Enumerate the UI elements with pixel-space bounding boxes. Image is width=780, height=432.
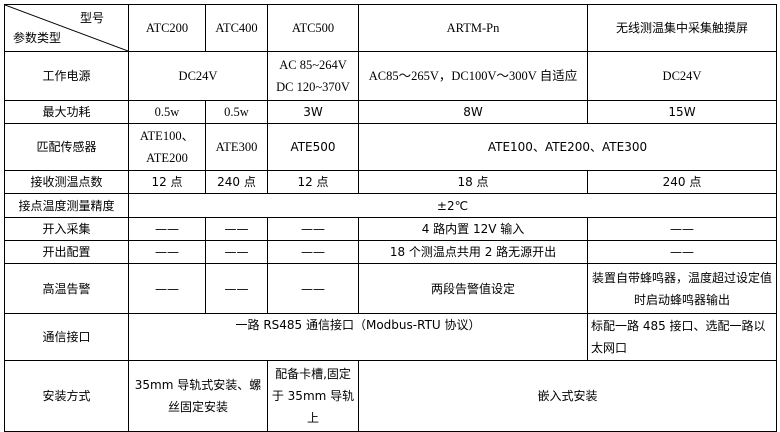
row-label: 安装方式	[4, 360, 129, 432]
model-header: ATC200	[128, 4, 206, 52]
cell: ATE100、ATE200、ATE300	[358, 123, 777, 171]
cell: 15W	[587, 100, 777, 124]
cell: DC24V	[128, 51, 268, 101]
cell: 0.5w	[128, 100, 206, 124]
cell: 嵌入式安装	[358, 360, 777, 432]
cell: 一路 RS485 通信接口（Modbus-RTU 协议）	[128, 313, 588, 361]
table-row: 通信接口 一路 RS485 通信接口（Modbus-RTU 协议） 标配一路 4…	[4, 313, 777, 361]
row-label: 高温告警	[4, 263, 129, 314]
cell: 12 点	[267, 170, 359, 194]
cell: ATE300	[205, 123, 268, 171]
diagonal-line	[5, 5, 128, 51]
cell: DC24V	[587, 51, 777, 101]
cell: ——	[128, 263, 206, 314]
cell: 两段告警值设定	[358, 263, 588, 314]
cell: ——	[587, 240, 777, 264]
row-label: 开入采集	[4, 217, 129, 241]
cell: 配备卡槽,固定于 35mm 导轨上	[267, 360, 359, 432]
cell: 240 点	[205, 170, 268, 194]
row-label: 最大功耗	[4, 100, 129, 124]
cell: 装置自带蜂鸣器，温度超过设定值时启动蜂鸣器输出	[587, 263, 777, 314]
cell: 18 个测温点共用 2 路无源开出	[358, 240, 588, 264]
model-header: 无线测温集中采集触摸屏	[587, 4, 777, 52]
cell: 标配一路 485 接口、选配一路以太网口	[587, 313, 777, 361]
cell: ——	[587, 217, 777, 241]
cell: ——	[267, 240, 359, 264]
table-row: 接收测温点数 12 点 240 点 12 点 18 点 240 点	[4, 170, 777, 194]
corner-bottom-label: 参数类型	[13, 31, 62, 45]
model-header: ARTM-Pn	[358, 4, 588, 52]
table-row: 最大功耗 0.5w 0.5w 3W 8W 15W	[4, 100, 777, 124]
table-row: 工作电源 DC24V AC 85~264V DC 120~370V AC85～26…	[4, 51, 777, 101]
cell: ——	[267, 217, 359, 241]
cell: ——	[267, 263, 359, 314]
cell-line: AC 85~264V	[279, 58, 347, 72]
table-row: 安装方式 35mm 导轨式安装、螺丝固定安装 配备卡槽,固定于 35mm 导轨上…	[4, 360, 777, 432]
row-label: 通信接口	[4, 313, 129, 361]
table-row: 开出配置 —— —— —— 18 个测温点共用 2 路无源开出 ——	[4, 240, 777, 264]
row-label: 开出配置	[4, 240, 129, 264]
header-row: 型号 参数类型 ATC200 ATC400 ATC500 ARTM-Pn 无线测…	[4, 4, 777, 52]
cell: ——	[205, 240, 268, 264]
cell: ——	[205, 263, 268, 314]
cell: AC 85~264V DC 120~370V	[267, 51, 359, 101]
cell: 240 点	[587, 170, 777, 194]
corner-header: 型号 参数类型	[4, 4, 129, 52]
table-row: 高温告警 —— —— —— 两段告警值设定 装置自带蜂鸣器，温度超过设定值时启动…	[4, 263, 777, 314]
cell: ATE500	[267, 123, 359, 171]
cell-line: DC 120~370V	[276, 80, 350, 94]
model-header: ATC500	[267, 4, 359, 52]
cell: ——	[128, 217, 206, 241]
table-row: 匹配传感器 ATE100、ATE200 ATE300 ATE500 ATE100…	[4, 123, 777, 171]
cell: 4 路内置 12V 输入	[358, 217, 588, 241]
cell: 0.5w	[205, 100, 268, 124]
model-header: ATC400	[205, 4, 268, 52]
spec-table: 型号 参数类型 ATC200 ATC400 ATC500 ARTM-Pn 无线测…	[4, 4, 777, 432]
row-label: 接收测温点数	[4, 170, 129, 194]
cell: 35mm 导轨式安装、螺丝固定安装	[128, 360, 268, 432]
corner-top-label: 型号	[79, 11, 104, 25]
cell: ATE100、ATE200	[128, 123, 206, 171]
table-row: 开入采集 —— —— —— 4 路内置 12V 输入 ——	[4, 217, 777, 241]
row-label: 接点温度测量精度	[4, 193, 129, 218]
cell: ±2℃	[128, 193, 777, 218]
cell: 3W	[267, 100, 359, 124]
cell: 18 点	[358, 170, 588, 194]
cell: ——	[128, 240, 206, 264]
row-label: 匹配传感器	[4, 123, 129, 171]
cell: 12 点	[128, 170, 206, 194]
cell: 8W	[358, 100, 588, 124]
row-label: 工作电源	[4, 51, 129, 101]
table-row: 接点温度测量精度 ±2℃	[4, 193, 777, 218]
cell: ——	[205, 217, 268, 241]
cell: AC85～265V，DC100V～300V 自适应	[358, 51, 588, 101]
